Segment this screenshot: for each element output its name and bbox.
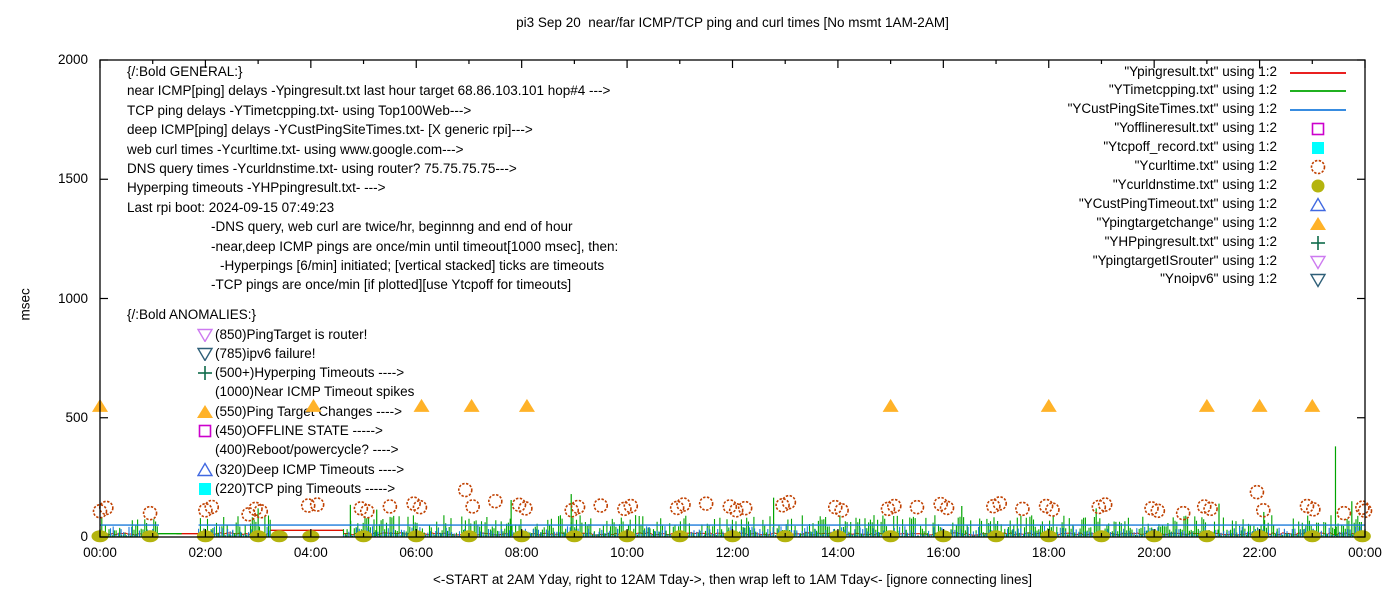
- legend-circle-filled-sample-icon: [1311, 179, 1325, 193]
- y-tick-500: 500: [65, 409, 88, 425]
- series-ping-target-changes: [92, 398, 1321, 412]
- x-tick-02:00: 02:00: [188, 545, 223, 560]
- info-line: {/:Bold GENERAL:}: [127, 64, 243, 79]
- anomaly-line: (550)Ping Target Changes ---->: [197, 404, 402, 419]
- series-web-curl-times: [92, 482, 1373, 522]
- anomalies-heading: {/:Bold ANOMALIES:}: [127, 307, 257, 322]
- tri-up-open-marker-icon: [197, 461, 214, 476]
- x-tick-06:00: 06:00: [399, 545, 434, 560]
- anomaly-line: (320)Deep ICMP Timeouts ---->: [197, 462, 404, 477]
- chart-title: pi3 Sep 20 near/far ICMP/TCP ping and cu…: [516, 15, 949, 30]
- legend-label: "Ycurltime.txt" using 1:2: [1134, 158, 1277, 173]
- legend-line-sample-icon: [1290, 109, 1346, 112]
- anomaly-text: (220)TCP ping Timeouts ----->: [215, 480, 396, 496]
- info-line: -DNS query, web curl are twice/hr, begin…: [211, 219, 573, 235]
- x-tick-22:00: 22:00: [1242, 545, 1277, 560]
- legend-label: "YHPpingresult.txt" using 1:2: [1104, 233, 1277, 249]
- tri-up-filled-marker-icon: [197, 404, 213, 418]
- anomaly-line: (1000)Near ICMP Timeout spikes: [197, 384, 414, 399]
- legend-line-sample-icon: [1290, 90, 1346, 93]
- anomaly-text: (850)PingTarget is router!: [215, 326, 368, 342]
- legend-square-open-sample-icon: [1311, 122, 1325, 136]
- info-line: -near,deep ICMP pings are once/min until…: [211, 238, 619, 254]
- x-tick-12:00: 12:00: [715, 545, 750, 560]
- anomaly-line: (785)ipv6 failure!: [197, 346, 316, 361]
- anomaly-line: (450)OFFLINE STATE ----->: [197, 423, 383, 438]
- legend-label: "Ypingresult.txt" using 1:2: [1124, 63, 1277, 79]
- legend-square-filled-sample-icon: [1312, 142, 1324, 155]
- legend-label: "Ynoipv6" using 1:2: [1160, 271, 1277, 287]
- info-line: near ICMP[ping] delays -Ypingresult.txt …: [127, 83, 611, 99]
- x-tick-04:00: 04:00: [293, 545, 328, 560]
- tri-down-open-marker-icon: [197, 328, 214, 342]
- anomaly-text: (550)Ping Target Changes ---->: [215, 403, 402, 419]
- info-line: -TCP pings are once/min [if plotted][use…: [211, 277, 572, 293]
- legend-tri-up-open-sample-icon: [1309, 196, 1327, 211]
- legend-circle-open-sample-icon: [1310, 159, 1326, 175]
- anomaly-text: (500+)Hyperping Timeouts ---->: [215, 365, 405, 381]
- info-line: deep ICMP[ping] delays -YCustPingSiteTim…: [127, 122, 533, 138]
- legend-label: "YCustPingSiteTimes.txt" using 1:2: [1067, 101, 1277, 117]
- x-tick-20:00: 20:00: [1137, 545, 1172, 560]
- plus-marker-icon: [198, 366, 212, 381]
- anomaly-line: (500+)Hyperping Timeouts ---->: [197, 365, 405, 381]
- square-filled-marker-icon: [199, 482, 211, 495]
- square-open-marker-icon: [198, 424, 212, 438]
- anomaly-text: (450)OFFLINE STATE ----->: [215, 423, 383, 438]
- legend-label: "Yofflineresult.txt" using 1:2: [1114, 120, 1277, 136]
- info-line: TCP ping delays -YTimetcpping.txt- using…: [127, 102, 472, 118]
- legend-label: "Ytcpoff_record.txt" using 1:2: [1103, 139, 1277, 155]
- anomaly-text: (1000)Near ICMP Timeout spikes: [215, 384, 415, 400]
- y-tick-0: 0: [80, 529, 88, 544]
- info-line: web curl times -Ycurltime.txt- using www…: [127, 141, 464, 157]
- info-line: DNS query times -Ycurldnstime.txt- using…: [127, 161, 517, 176]
- anomaly-line: (400)Reboot/powercycle? ---->: [197, 442, 398, 457]
- legend-line-sample-icon: [1290, 71, 1346, 74]
- info-line: -Hyperpings [6/min] initiated; [vertical…: [220, 258, 605, 273]
- x-axis-label: <-START at 2AM Yday, right to 12AM Tday-…: [433, 572, 1032, 587]
- x-tick-00:00: 00:00: [83, 545, 117, 560]
- legend-label: "Ycurldnstime.txt" using 1:2: [1112, 176, 1277, 192]
- legend-label: "YpingtargetISrouter" using 1:2: [1092, 252, 1277, 268]
- x-tick-10:00: 10:00: [610, 545, 644, 560]
- legend-tri-up-filled-sample-icon: [1310, 216, 1326, 230]
- x-tick-00:00: 00:00: [1348, 545, 1382, 560]
- legend-tri-down-open-sample-icon: [1309, 274, 1327, 289]
- legend-label: "Ypingtargetchange" using 1:2: [1096, 214, 1277, 230]
- anomaly-text: (400)Reboot/powercycle? ---->: [215, 442, 399, 458]
- anomaly-line: (220)TCP ping Timeouts ----->: [197, 481, 395, 496]
- x-tick-08:00: 08:00: [504, 545, 539, 560]
- y-tick-1500: 1500: [57, 171, 88, 187]
- x-tick-14:00: 14:00: [821, 545, 855, 560]
- y-tick-1000: 1000: [57, 290, 88, 306]
- anomaly-line: (850)PingTarget is router!: [197, 327, 367, 342]
- info-line: Hyperping timeouts -YHPpingresult.txt- -…: [127, 180, 386, 196]
- y-tick-2000: 2000: [57, 52, 88, 67]
- legend-tri-down-open-sample-icon: [1309, 255, 1327, 270]
- legend-label: "YCustPingTimeout.txt" using 1:2: [1078, 195, 1277, 211]
- anomaly-text: (785)ipv6 failure!: [215, 345, 316, 361]
- legend-label: "YTimetcpping.txt" using 1:2: [1108, 82, 1277, 98]
- anomaly-text: (320)Deep ICMP Timeouts ---->: [215, 461, 405, 477]
- tri-down-open-marker-icon: [197, 347, 214, 361]
- legend-plus-sample-icon: [1311, 235, 1325, 250]
- x-tick-18:00: 18:00: [1031, 545, 1066, 560]
- x-tick-16:00: 16:00: [926, 545, 961, 560]
- info-line: Last rpi boot: 2024-09-15 07:49:23: [127, 199, 335, 215]
